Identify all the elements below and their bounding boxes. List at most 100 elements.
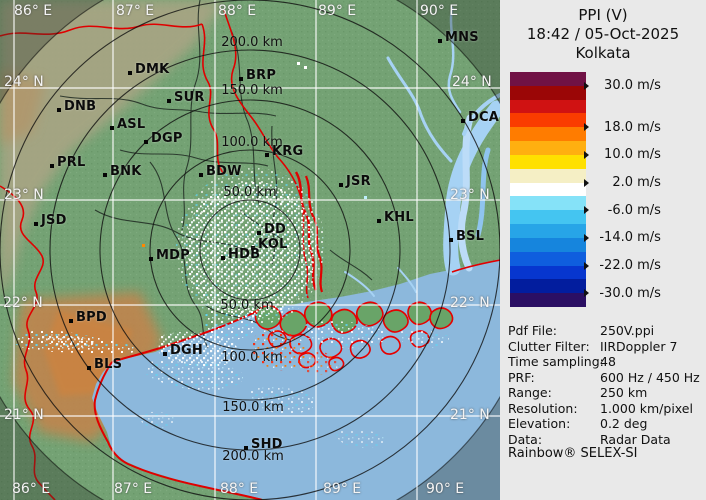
- colorbar-band: [510, 99, 586, 114]
- info-label: Range:: [508, 385, 552, 400]
- range-ring-label: 150.0 km: [221, 83, 283, 98]
- tick-arrow-icon: [584, 81, 589, 90]
- colorbar-tick-label: -14.0 m/s: [584, 230, 661, 246]
- station-label: JSD: [41, 213, 67, 228]
- product-info-list: Pdf File: 250V.ppi Clutter Filter: IIRDoppl…: [508, 323, 702, 447]
- station-dot-icon: [221, 256, 225, 260]
- station-dot-icon: [87, 366, 91, 370]
- graticule-label-left: 23° N: [4, 187, 44, 203]
- info-row: PRF: 600 Hz / 450 Hz: [508, 370, 702, 386]
- graticule-label-bottom: 86° E: [12, 481, 51, 497]
- colorbar-band: [510, 237, 586, 252]
- colorbar-tick-label: 18.0 m/s: [584, 119, 661, 135]
- station-label: DNB: [64, 99, 97, 114]
- station-label: BDW: [206, 164, 242, 179]
- software-brand: Rainbow® SELEX-SI: [508, 446, 638, 461]
- colorbar-band: [510, 196, 586, 211]
- station-dot-icon: [69, 319, 73, 323]
- terrain-olive-northwest: [0, 0, 225, 300]
- product-datetime: 18:42 / 05-Oct-2025: [526, 25, 680, 43]
- info-label: Elevation:: [508, 416, 571, 431]
- station-dot-icon: [438, 39, 442, 43]
- graticule-label-top: 89° E: [318, 3, 357, 19]
- colorbar-band: [510, 154, 586, 169]
- graticule-label-bottom: 87° E: [114, 481, 153, 497]
- station-label: BSL: [456, 229, 485, 244]
- range-ring-label: 100.0 km: [221, 350, 283, 365]
- colorbar-tick-label: 30.0 m/s: [584, 78, 661, 94]
- graticule-label-bottom: 89° E: [323, 481, 362, 497]
- colorbar-band: [510, 293, 586, 308]
- station-label: BNK: [110, 164, 142, 179]
- colorbar-band: [510, 113, 586, 128]
- station-dot-icon: [163, 352, 167, 356]
- range-ring-label: 150.0 km: [222, 400, 284, 415]
- station-dot-icon: [34, 222, 38, 226]
- info-row: Range: 250 km: [508, 385, 702, 401]
- tick-arrow-icon: [584, 178, 589, 187]
- station-label: MNS: [445, 30, 479, 45]
- graticule-label-right: 24° N: [452, 74, 492, 90]
- station-label: BPD: [76, 310, 107, 325]
- station-label: BLS: [94, 357, 123, 372]
- tick-arrow-icon: [584, 261, 589, 270]
- colorbar-tick-label: 10.0 m/s: [584, 147, 661, 163]
- tick-arrow-icon: [584, 206, 589, 215]
- graticule-label-right: 22° N: [450, 295, 490, 311]
- tick-arrow-icon: [584, 150, 589, 159]
- station-label: DCA: [468, 110, 499, 125]
- colorbar-band: [510, 210, 586, 225]
- station-label: ASL: [117, 117, 146, 132]
- station-dot-icon: [57, 108, 61, 112]
- colorbar-band: [510, 141, 586, 155]
- station-label: DGP: [151, 131, 183, 146]
- info-value: 600 Hz / 450 Hz: [600, 369, 700, 385]
- info-value: 250 km: [600, 385, 648, 400]
- info-label: PRF:: [508, 369, 535, 385]
- info-label: Resolution:: [508, 400, 578, 416]
- info-label: Data:: [508, 431, 543, 447]
- station-dot-icon: [110, 126, 114, 130]
- station-label: KOL: [258, 237, 288, 252]
- graticule-label-top: 86° E: [14, 3, 53, 19]
- colorbar-band: [510, 85, 586, 100]
- station-dot-icon: [461, 119, 465, 123]
- colorbar-band: [510, 224, 586, 238]
- graticule-label-bottom: 90° E: [426, 481, 465, 497]
- info-row: Clutter Filter: IIRDoppler 7: [508, 339, 702, 355]
- colorbar-band: [510, 72, 586, 86]
- colorbar-tick-label: 2.0 m/s: [584, 175, 661, 191]
- graticule-label-top: 87° E: [116, 3, 155, 19]
- info-panel: PPI (V) 18:42 / 05-Oct-2025 Kolkata 30.0…: [500, 0, 706, 500]
- range-ring-label: 50.0 km: [220, 298, 274, 313]
- station-label: MDP: [156, 248, 190, 263]
- graticule-label-right: 21° N: [450, 407, 490, 423]
- graticule-label-right: 23° N: [450, 187, 490, 203]
- station-label: SHD: [251, 437, 283, 452]
- graticule-label-left: 24° N: [4, 74, 44, 90]
- tick-arrow-icon: [584, 289, 589, 298]
- colorbar-tick-label: -30.0 m/s: [584, 285, 661, 301]
- graticule-label-left: 22° N: [3, 295, 43, 311]
- info-label: Pdf File:: [508, 323, 557, 338]
- range-ring-label: 200.0 km: [222, 449, 284, 464]
- range-rings: [0, 0, 500, 500]
- info-value: IIRDoppler 7: [600, 338, 678, 354]
- station-label: DD: [264, 222, 286, 237]
- station-dot-icon: [128, 71, 132, 75]
- colorbar: [510, 72, 586, 308]
- station-dot-icon: [257, 231, 261, 235]
- colorbar-band: [510, 182, 586, 197]
- station-label: BRP: [246, 68, 277, 83]
- station-dot-icon: [265, 153, 269, 157]
- colorbar-band: [510, 127, 586, 142]
- radar-echoes: [14, 62, 449, 448]
- info-row: Data: Radar Data: [508, 432, 702, 448]
- range-ring-label: 200.0 km: [221, 35, 283, 50]
- station-label: SUR: [174, 90, 205, 105]
- graticule-label-left: 21° N: [4, 407, 44, 423]
- colorbar-band: [510, 251, 586, 266]
- station-dot-icon: [449, 238, 453, 242]
- colorbar-band: [510, 168, 586, 183]
